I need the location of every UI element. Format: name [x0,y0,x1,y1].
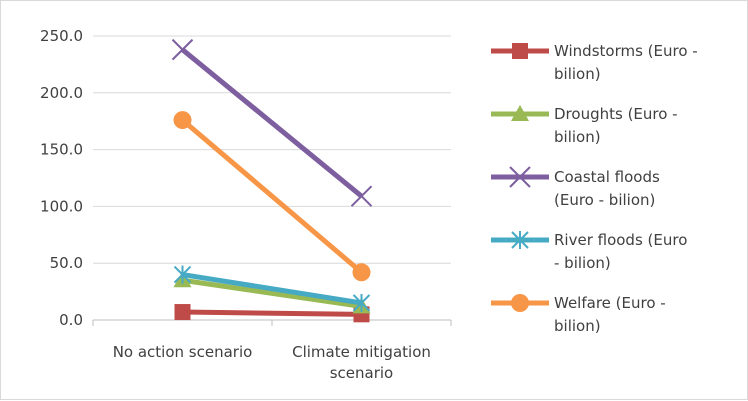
x-tick-label: No action scenario [113,343,253,361]
legend-marker [512,43,528,59]
legend-item-coastal: Coastal floods (Euro - bilion) [491,166,660,209]
legend-label: bilion) [554,65,601,83]
legend-marker [511,231,529,249]
series-line-windstorms [182,309,362,317]
legend-marker [509,166,531,188]
legend-label: Droughts (Euro - [554,105,678,123]
y-tick-label: 100.0 [40,197,83,215]
legend-label: bilion) [554,128,601,146]
legend-label: (Euro - bilion) [554,191,655,209]
legend-label: bilion) [554,317,601,335]
data-point-river [173,265,192,284]
legend-label: Coastal floods [554,168,660,186]
x-tick-label: Climate mitigation [292,343,431,361]
legend-marker [511,294,529,312]
series-line-welfare [180,118,364,275]
y-tick-label: 200.0 [40,84,83,102]
data-point-windstorms [174,304,191,321]
series-line-river [182,272,362,306]
legend-item-windstorms: Windstorms (Euro - bilion) [491,42,698,83]
series-line-droughts [182,277,362,309]
data-point-welfare [173,111,192,130]
y-tick-label: 250.0 [40,27,83,45]
legend-label: Windstorms (Euro - [554,42,698,60]
x-tick-label: scenario [330,364,394,382]
legend-item-welfare: Welfare (Euro - bilion) [491,294,666,335]
legend-label: Welfare (Euro - [554,294,666,312]
legend-label: River floods (Euro [554,231,687,249]
y-tick-label: 50.0 [50,254,83,272]
legend-marker [511,105,529,121]
data-point-welfare [352,263,371,282]
y-tick-label: 150.0 [40,141,83,159]
legend-item-river: River floods (Euro - bilion) [491,231,687,272]
y-tick-label: 0.0 [59,311,83,329]
data-point-coastal [171,38,194,61]
legend-label: - bilion) [554,254,611,272]
series-line-coastal [180,47,364,199]
data-point-river [352,293,371,312]
legend-item-droughts: Droughts (Euro - bilion) [491,105,678,146]
data-point-coastal [350,185,373,207]
